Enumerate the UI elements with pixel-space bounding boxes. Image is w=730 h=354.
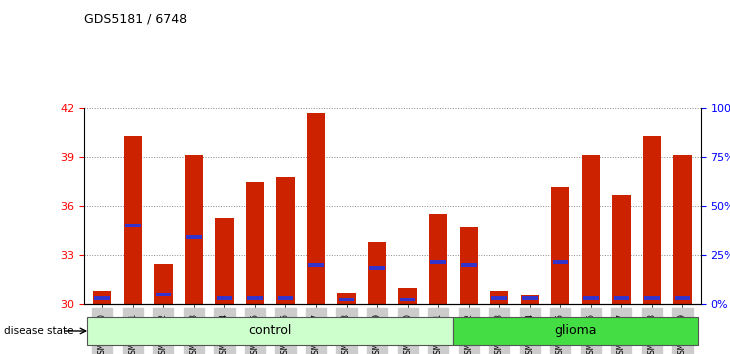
Bar — [400, 298, 415, 301]
Bar — [215, 218, 234, 304]
Bar — [673, 155, 691, 304]
Bar — [431, 260, 446, 263]
Bar — [337, 293, 356, 304]
Bar — [429, 215, 447, 304]
Bar — [154, 263, 172, 304]
Bar — [246, 182, 264, 304]
Bar — [308, 263, 324, 267]
Text: control: control — [248, 324, 292, 337]
Bar — [644, 296, 660, 299]
Bar — [93, 291, 112, 304]
Bar — [339, 298, 354, 301]
Bar — [491, 296, 507, 299]
Bar — [247, 296, 263, 299]
Text: GDS5181 / 6748: GDS5181 / 6748 — [84, 12, 187, 25]
Bar — [217, 296, 232, 299]
Bar — [307, 113, 325, 304]
Bar — [614, 296, 629, 299]
Bar — [520, 295, 539, 304]
Bar — [186, 235, 201, 239]
Bar — [277, 296, 293, 299]
Bar — [553, 260, 568, 263]
Bar — [612, 195, 631, 304]
Bar — [399, 288, 417, 304]
Bar — [87, 316, 453, 346]
Text: glioma: glioma — [554, 324, 597, 337]
Bar — [551, 187, 569, 304]
Bar — [277, 177, 295, 304]
Bar — [582, 155, 600, 304]
Bar — [369, 267, 385, 270]
Bar — [461, 263, 477, 267]
Bar — [522, 296, 537, 299]
Bar — [583, 296, 599, 299]
Bar — [123, 136, 142, 304]
Bar — [155, 293, 171, 296]
Bar — [185, 155, 203, 304]
Bar — [643, 136, 661, 304]
Bar — [94, 296, 110, 299]
Bar — [675, 296, 691, 299]
Bar — [490, 291, 508, 304]
Bar — [368, 242, 386, 304]
Text: disease state: disease state — [4, 326, 73, 336]
Bar — [453, 316, 698, 346]
Bar — [125, 224, 141, 228]
Bar — [460, 228, 478, 304]
